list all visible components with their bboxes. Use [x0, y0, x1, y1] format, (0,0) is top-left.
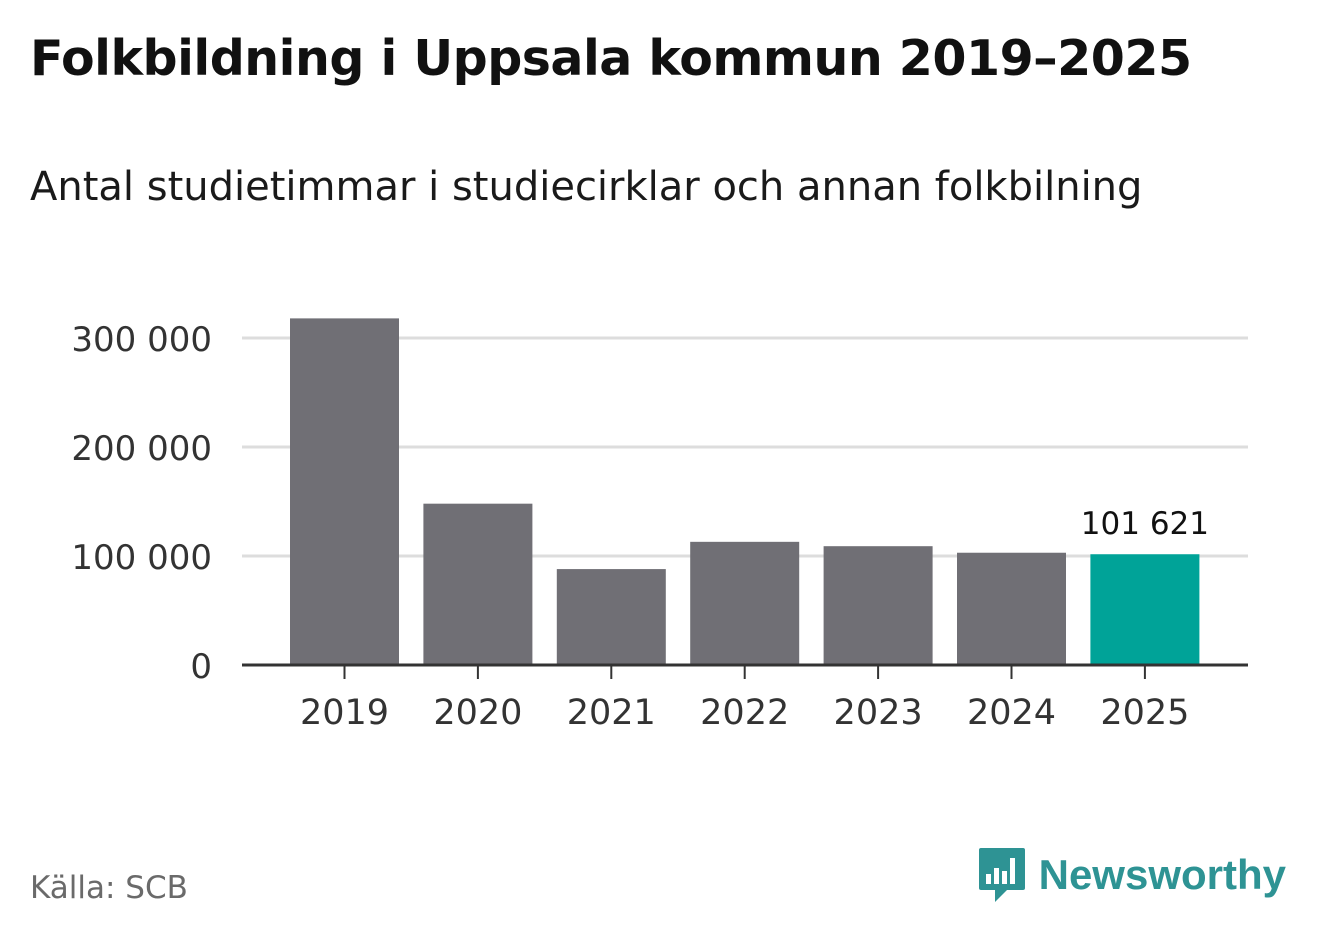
y-tick-label: 100 000 [71, 538, 212, 578]
bar [556, 569, 666, 665]
bar [957, 552, 1066, 665]
x-tick-label: 2022 [700, 693, 789, 733]
bars [290, 318, 1200, 665]
bar [690, 541, 800, 665]
brand-logo: Newsworthy [977, 846, 1286, 904]
x-tick-label: 2021 [567, 693, 656, 733]
x-tick-label: 2025 [1100, 693, 1189, 733]
source-note: Källa: SCB [30, 870, 188, 906]
bar [423, 503, 533, 665]
bar-highlighted [1090, 554, 1200, 665]
newsworthy-logo-icon [978, 848, 1025, 902]
x-tick-label: 2020 [433, 693, 522, 733]
data-label: 101 621 [1081, 506, 1209, 542]
chart-subtitle: Antal studietimmar i studiecirklar och a… [30, 164, 1143, 210]
x-tick-label: 2019 [300, 693, 389, 733]
brand-name: Newsworthy [1038, 851, 1286, 898]
x-tick-label: 2023 [834, 693, 923, 733]
bar [290, 318, 399, 665]
chart-title: Folkbildning i Uppsala kommun 2019–2025 [30, 30, 1192, 87]
y-tick-label: 300 000 [71, 320, 212, 360]
y-tick-label: 0 [190, 647, 212, 687]
y-tick-label: 200 000 [71, 429, 212, 469]
axes [242, 663, 1248, 679]
bar [823, 546, 933, 665]
x-tick-label: 2024 [967, 693, 1056, 733]
labels: 0 100 000 200 000 300 000 2019 2020 2021 2022 20… [71, 320, 1209, 733]
